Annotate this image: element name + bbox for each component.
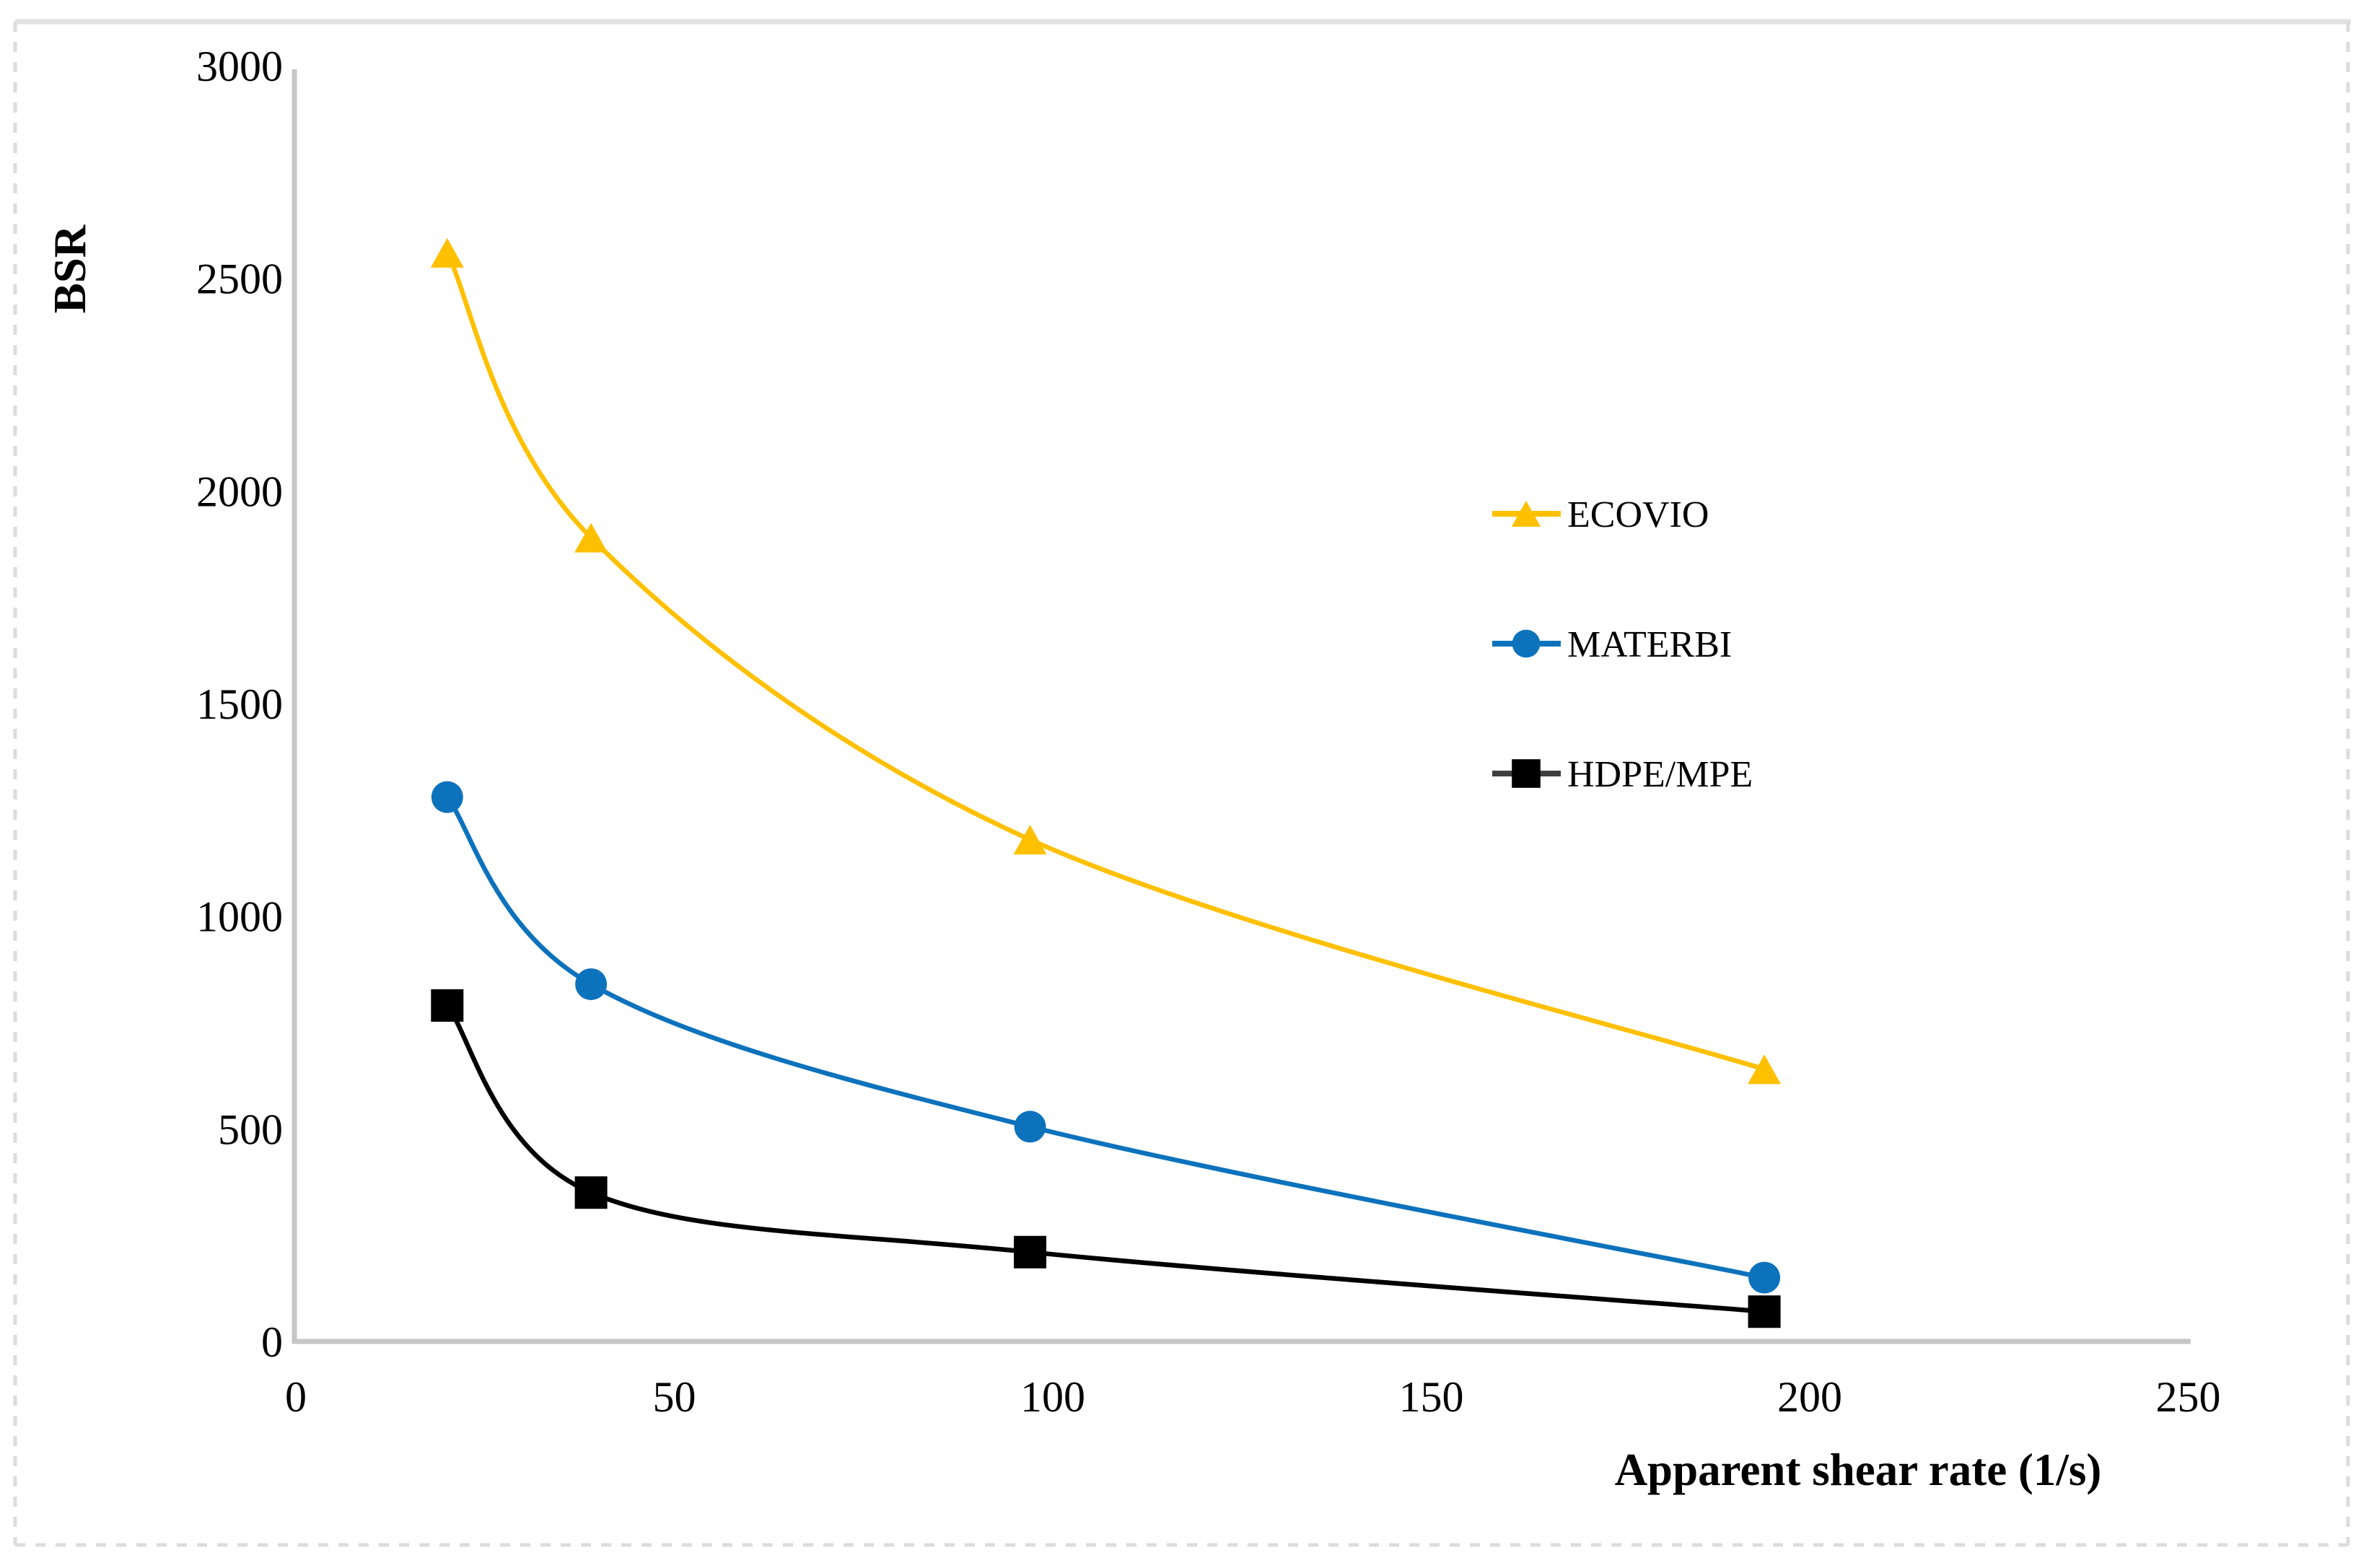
series-materbi-circle-marker	[575, 968, 608, 1000]
legend-item-materbi-circle-marker	[1512, 629, 1541, 658]
x-axis-title: Apparent shear rate (1/s)	[1615, 1445, 2102, 1495]
series-materbi-circle-marker	[1748, 1261, 1781, 1294]
x-tick-label: 200	[1777, 1373, 1842, 1421]
y-tick-label: 500	[218, 1105, 283, 1153]
figure-border	[13, 19, 2351, 1547]
series-hdpe-mpe-line	[444, 1003, 1767, 1314]
series-ecovio	[430, 237, 1782, 1085]
legend-item-hdpe-mpe-square-marker	[1512, 759, 1541, 788]
x-tick-label: 50	[653, 1373, 696, 1421]
series-ecovio-line	[444, 250, 1767, 1072]
legend-item-hdpe-mpe: HDPE/MPE	[1492, 754, 1753, 795]
legend-item-hdpe-mpe-label: HDPE/MPE	[1567, 754, 1753, 795]
x-tick-label: 100	[1020, 1373, 1085, 1421]
legend-item-materbi-label: MATERBI	[1567, 624, 1732, 665]
series-hdpe-mpe-square-marker	[431, 989, 464, 1022]
y-tick-label: 1000	[196, 893, 283, 941]
series-group	[430, 237, 1782, 1328]
y-tick-label: 3000	[196, 43, 283, 90]
x-tick-labels: 0 50 100 150 200 250	[285, 1373, 2221, 1421]
y-tick-label: 2500	[196, 255, 283, 303]
series-ecovio-triangle-marker	[1013, 825, 1047, 855]
y-tick-label: 1500	[196, 680, 283, 728]
series-ecovio-triangle-marker	[1748, 1054, 1782, 1085]
y-tick-label: 0	[261, 1318, 283, 1366]
y-tick-label: 2000	[196, 468, 283, 515]
series-hdpe-mpe-square-marker	[574, 1176, 608, 1209]
series-materbi	[431, 781, 1781, 1294]
series-ecovio-triangle-marker	[574, 522, 608, 553]
axes	[292, 69, 2191, 1344]
legend-item-ecovio-label: ECOVIO	[1567, 494, 1709, 535]
y-tick-labels: 0 500 1000 1500 2000 2500 3000	[196, 43, 283, 1366]
x-tick-label: 250	[2156, 1373, 2221, 1421]
y-axis-title: BSR	[45, 224, 95, 313]
legend-item-ecovio: ECOVIO	[1492, 494, 1709, 535]
legend-item-ecovio-triangle-marker	[1511, 500, 1541, 527]
series-materbi-circle-marker	[1014, 1111, 1046, 1143]
series-hdpe-mpe-square-marker	[1014, 1235, 1047, 1269]
legend-item-materbi: MATERBI	[1492, 624, 1732, 665]
x-tick-label: 0	[285, 1373, 307, 1421]
series-materbi-circle-marker	[431, 781, 463, 813]
legend: ECOVIO MATERBI HDPE/MPE	[1492, 494, 1753, 795]
series-hdpe-mpe	[431, 989, 1781, 1328]
series-ecovio-triangle-marker	[430, 237, 464, 268]
series-hdpe-mpe-square-marker	[1748, 1295, 1781, 1328]
x-tick-label: 150	[1399, 1373, 1464, 1421]
series-materbi-line	[444, 794, 1767, 1280]
